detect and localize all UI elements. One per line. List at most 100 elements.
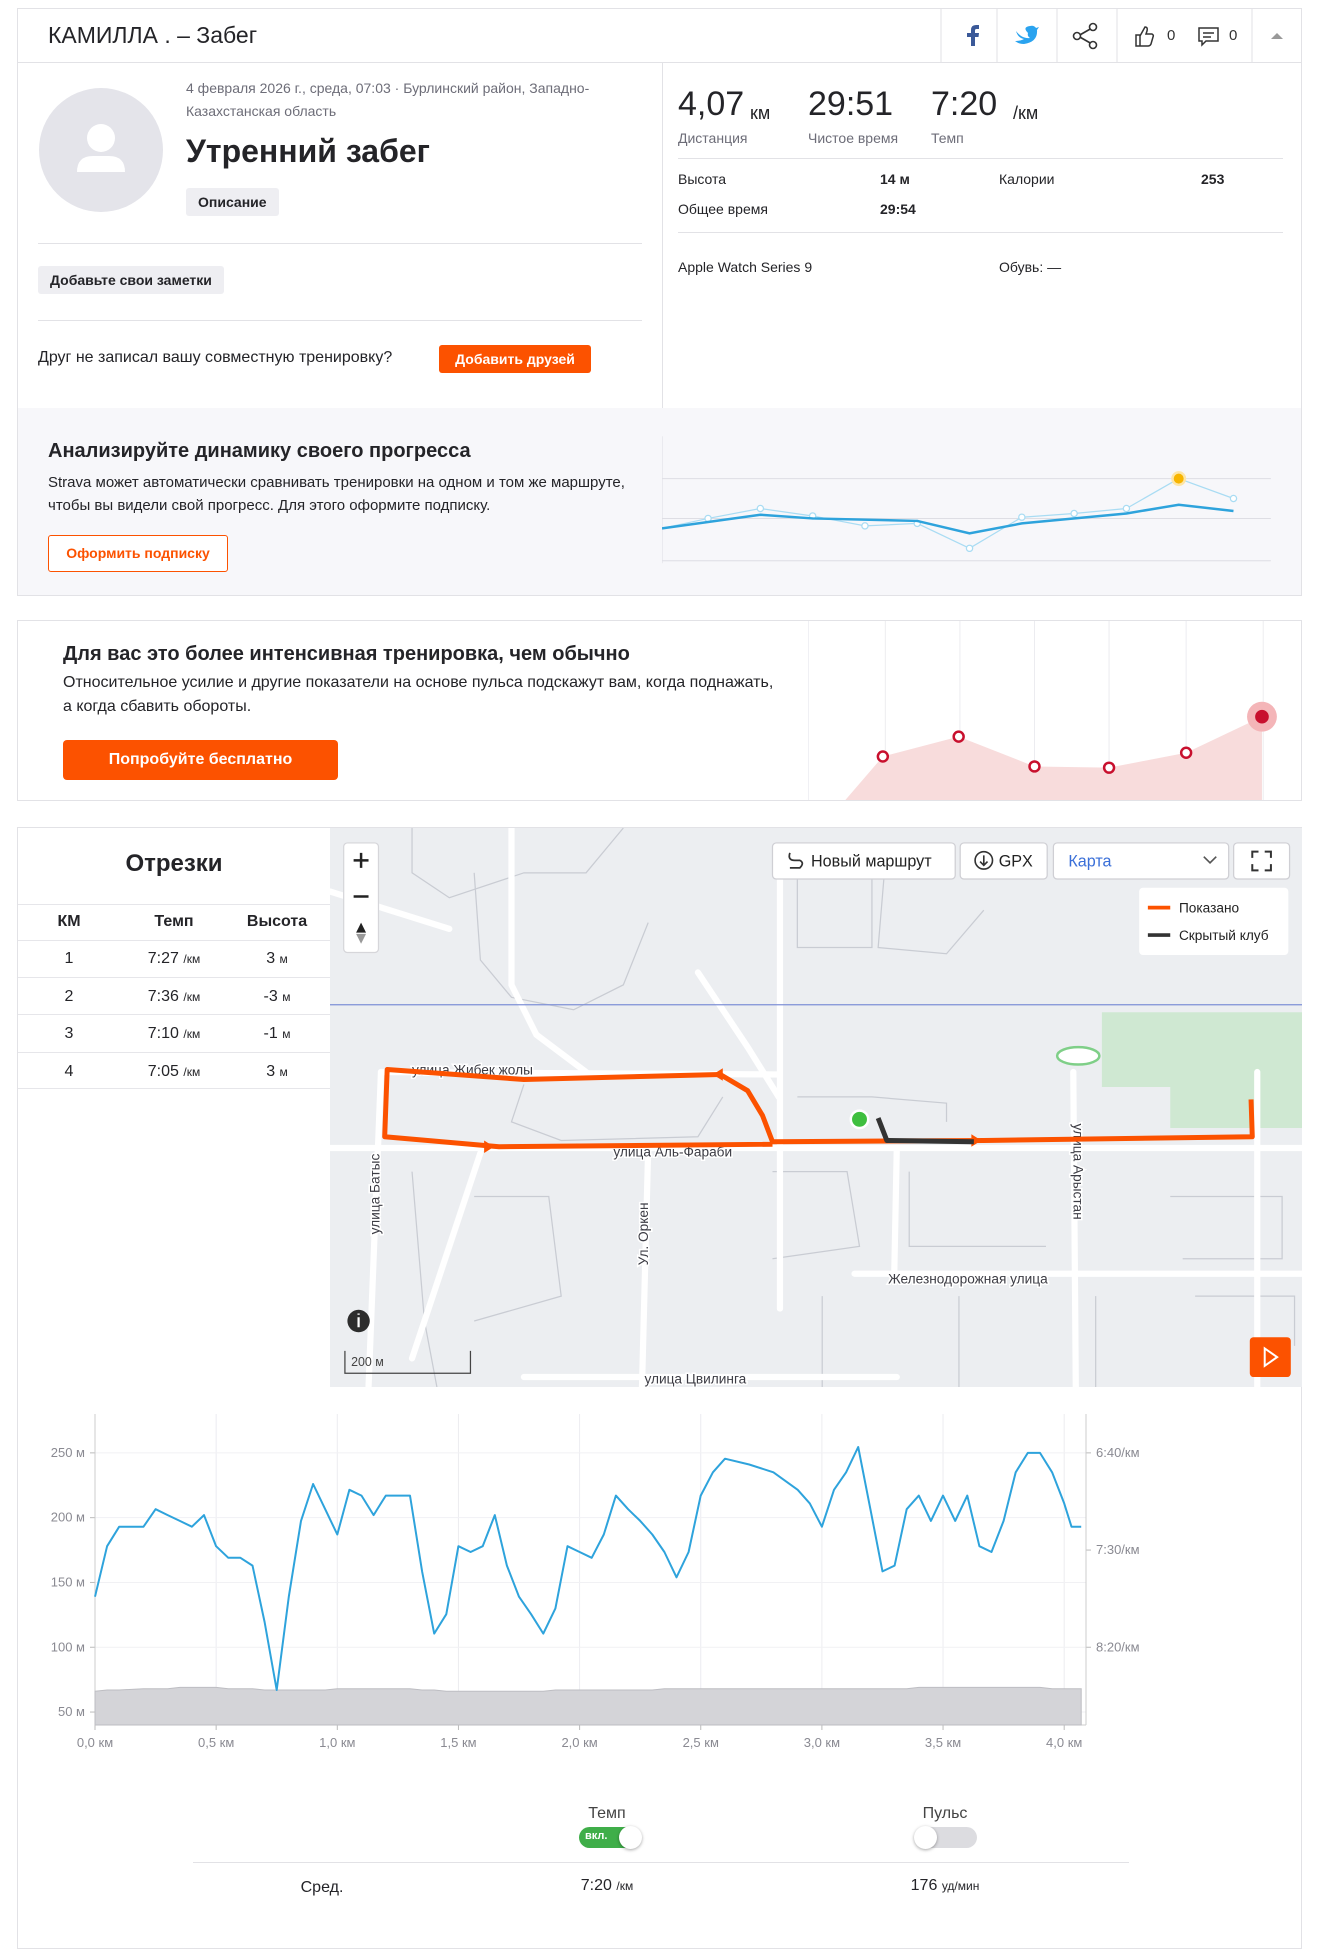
new-route-button[interactable]: Новый маршрут bbox=[771, 842, 956, 880]
button-label[interactable]: GPX bbox=[999, 853, 1033, 871]
zoom-controls[interactable] bbox=[343, 842, 380, 954]
detail-label: Калории bbox=[999, 171, 1055, 187]
avatar bbox=[39, 88, 163, 212]
x-tick-label: 4,0 км bbox=[1046, 1735, 1082, 1750]
unit: м bbox=[279, 952, 288, 966]
comment-icon[interactable] bbox=[1198, 27, 1219, 47]
x-tick-label: 0,5 км bbox=[198, 1735, 234, 1750]
description-button[interactable]: Описание bbox=[186, 188, 279, 216]
unit: м bbox=[282, 989, 291, 1004]
hr-toggle[interactable] bbox=[914, 1826, 977, 1849]
street-label: улица Арыстан bbox=[1070, 1124, 1085, 1220]
stat-value: 29:51 bbox=[808, 85, 894, 123]
detail-value: 14 м bbox=[880, 171, 910, 187]
activity-date: 4 февраля 2026 г., среда, 07:03 · Бурлин… bbox=[186, 80, 590, 119]
column-header: Темп bbox=[154, 913, 194, 930]
subscribe-button[interactable]: Оформить подписку bbox=[48, 535, 228, 572]
park bbox=[1101, 1012, 1302, 1129]
row-divider bbox=[18, 977, 330, 978]
start-marker bbox=[849, 1109, 870, 1130]
unit: м bbox=[279, 1064, 288, 1079]
fullscreen-button[interactable] bbox=[1233, 842, 1291, 880]
x-tick-label: 2,0 км bbox=[561, 1735, 597, 1750]
stat-value: 4,07 bbox=[678, 85, 745, 123]
kudos-icon[interactable] bbox=[1135, 26, 1155, 47]
stat-unit: км bbox=[750, 103, 771, 123]
pace-toggle[interactable]: вкл. bbox=[579, 1826, 642, 1849]
average-label: Сред. bbox=[300, 1879, 344, 1896]
stat-value: 7:20 bbox=[931, 85, 998, 123]
device: Apple Watch Series 9 bbox=[678, 259, 813, 275]
average-value: 176 bbox=[910, 1877, 938, 1894]
unit: м bbox=[282, 1027, 291, 1041]
flyby-button[interactable] bbox=[1249, 1337, 1291, 1378]
y-tick-label: 250 м bbox=[51, 1445, 85, 1460]
promo-text: Strava может автоматически сравнивать тр… bbox=[48, 474, 625, 514]
divider bbox=[193, 1862, 1129, 1863]
promo-title: Анализируйте динамику своего прогресса bbox=[48, 440, 471, 462]
split-pace: 7:36 /км bbox=[148, 988, 200, 1006]
kudos-count: 0 bbox=[1167, 27, 1175, 44]
map-type-select[interactable]: Карта bbox=[1052, 842, 1230, 880]
column-header: Высота bbox=[246, 913, 308, 930]
map-buildings bbox=[411, 828, 1296, 1387]
promo-text: Относительное усилие и другие показатели… bbox=[63, 674, 774, 715]
value: -1 bbox=[263, 1025, 278, 1042]
unit: /км bbox=[183, 989, 201, 1004]
notes-button[interactable]: Добавьте свои заметки bbox=[38, 266, 224, 294]
toggle-label: Темп bbox=[588, 1805, 626, 1822]
toggle-knob bbox=[914, 1826, 937, 1849]
split-km: 3 bbox=[64, 1025, 74, 1042]
divider bbox=[678, 232, 1283, 233]
header-bar: КАМИЛЛА . – Забег 0 0 bbox=[17, 8, 1302, 63]
try-free-button[interactable]: Попробуйте бесплатно bbox=[63, 740, 338, 780]
pace-line bbox=[94, 1446, 1082, 1691]
row-divider bbox=[18, 1052, 330, 1053]
divider bbox=[38, 243, 642, 244]
unit: /км bbox=[183, 1027, 201, 1041]
select-label[interactable]: Карта bbox=[1068, 853, 1111, 871]
toggle-label: Пульс bbox=[922, 1805, 968, 1822]
street-label: Железнодорожная улица bbox=[888, 1272, 1048, 1287]
play-icon bbox=[1263, 1346, 1279, 1368]
average-unit: /км bbox=[616, 1879, 634, 1893]
route-map[interactable]: улица Жибек жолы улица Аль-Фараби улица … bbox=[330, 828, 1302, 1387]
y-tick-label: 100 м bbox=[51, 1639, 85, 1654]
header-actions: 0 0 bbox=[940, 9, 1283, 62]
divider bbox=[662, 63, 663, 408]
row-divider bbox=[18, 940, 330, 941]
split-elevation: 3 м bbox=[266, 1063, 288, 1081]
elevation-area bbox=[94, 1686, 1082, 1726]
split-km: 4 bbox=[64, 1062, 74, 1080]
divider bbox=[38, 320, 642, 321]
toggle-state: вкл. bbox=[585, 1830, 608, 1842]
street-label: улица Цвилинга bbox=[644, 1371, 746, 1386]
share-icon[interactable] bbox=[1072, 22, 1098, 50]
value: -3 bbox=[263, 987, 278, 1005]
unit: /км bbox=[183, 952, 201, 966]
legend-label: Скрытый клуб bbox=[1179, 928, 1269, 943]
value: 7:36 bbox=[147, 987, 179, 1005]
stat-label: Темп bbox=[931, 130, 964, 146]
twitter-icon[interactable] bbox=[1015, 25, 1039, 44]
activity-name: Утренний забег bbox=[186, 133, 430, 169]
route-line bbox=[382, 1067, 1255, 1150]
split-pace: 7:10 /км bbox=[148, 1025, 200, 1043]
add-friends-button[interactable]: Добавить друзей bbox=[439, 345, 591, 373]
split-pace: 7:05 /км bbox=[148, 1063, 200, 1081]
average-unit: уд/мин bbox=[941, 1879, 980, 1893]
stat-unit: /км bbox=[1013, 103, 1039, 123]
collapse-caret[interactable] bbox=[1271, 33, 1283, 39]
progress-illustration bbox=[662, 436, 1271, 564]
street-label: Ул. Оркен bbox=[636, 1202, 651, 1265]
value: 3 bbox=[266, 1062, 276, 1080]
gpx-button[interactable]: GPX bbox=[959, 842, 1048, 880]
detail-value: 29:54 bbox=[880, 201, 916, 217]
splits-table: КМ Темп Высота 1 7:27 /км 3 м 2 7:36 /км -3 м 3 7:… bbox=[18, 828, 330, 1128]
button-label[interactable]: Новый маршрут bbox=[811, 853, 932, 871]
detail-label: Высота bbox=[678, 171, 727, 187]
facebook-icon[interactable] bbox=[967, 25, 979, 46]
stadium bbox=[1055, 1045, 1101, 1066]
analysis-card: Отрезки КМ Темп Высота 1 7:27 /км 3 м 2 7:36 /к… bbox=[17, 827, 1302, 1949]
